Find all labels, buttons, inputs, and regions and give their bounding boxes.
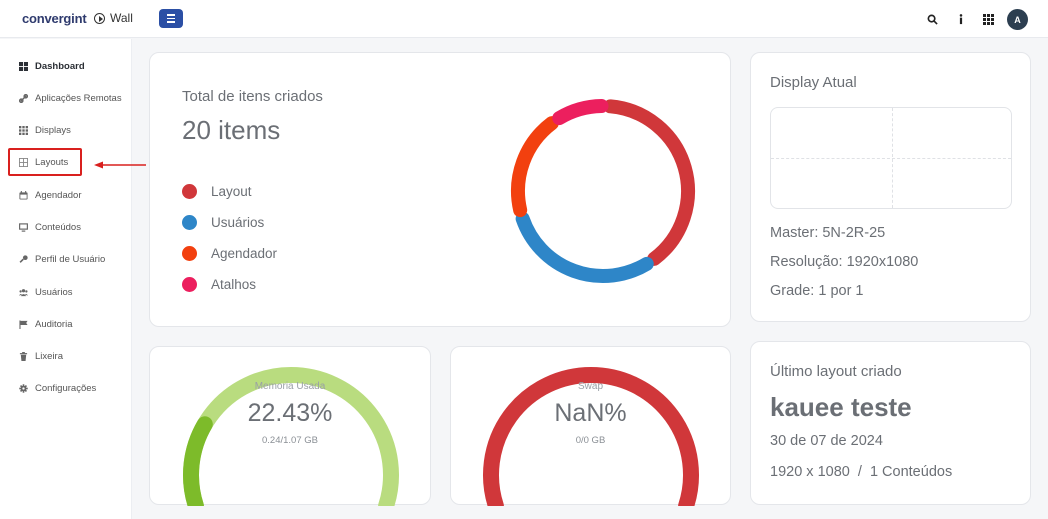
display-resolution: Resolução: 1920x1080	[770, 254, 919, 270]
last-layout-card: Último layout criado kauee teste 30 de 0…	[750, 341, 1031, 505]
donut-slice-layout[interactable]	[603, 99, 695, 266]
sidebar-item-label: Agendador	[35, 189, 82, 201]
sidebar-item-agendador[interactable]: Agendador	[19, 187, 81, 203]
legend-dot	[182, 184, 197, 199]
dashboard-icon	[19, 61, 28, 71]
sidebar-item-dashboard[interactable]: Dashboard	[19, 58, 85, 74]
donut-slice-usurios[interactable]	[515, 211, 654, 283]
legend-label: Atalhos	[211, 277, 257, 292]
sidebar-item-label: Layouts	[35, 156, 69, 168]
brand-text: convergint	[22, 11, 87, 26]
swap-gauge-track	[483, 367, 699, 506]
memory-usage-card: Memoria Usada 22.43% 0.24/1.07 GB	[149, 346, 431, 506]
display-atual-title: Display Atual	[770, 74, 857, 91]
link-icon	[19, 93, 28, 103]
avatar-initial: A	[1014, 14, 1021, 25]
app-name: Wall	[110, 11, 133, 25]
memory-label: Memoria Usada	[254, 381, 326, 392]
app-title: Wall	[94, 11, 133, 25]
last-layout-name: kauee teste	[770, 392, 912, 422]
display-master: Master: 5N-2R-25	[770, 225, 886, 241]
last-layout-date: 30 de 07 de 2024	[770, 433, 883, 449]
brand-logo[interactable]: convergint	[22, 11, 87, 26]
swap-usage-card: Swap NaN% 0/0 GB	[450, 346, 731, 506]
items-donut-chart	[511, 99, 695, 283]
layout-icon	[19, 157, 28, 167]
memory-value: 22.43%	[247, 399, 333, 427]
calendar-icon	[19, 190, 28, 200]
legend-label: Agendador	[211, 246, 278, 261]
gear-icon	[19, 383, 28, 393]
sidebar-item-label: Dashboard	[35, 60, 85, 72]
play-icon	[94, 12, 105, 24]
total-items-card: Total de itens criados 20 items Layout U…	[149, 52, 731, 327]
sidebar-item-label: Usuários	[35, 286, 73, 298]
total-items-value: 20 items	[182, 115, 281, 145]
monitor-icon	[19, 222, 28, 232]
swap-label: Swap	[577, 381, 603, 392]
sidebar-item-aplicacoes-remotas[interactable]: Aplicações Remotas	[19, 90, 122, 106]
donut-slice-atalhos[interactable]	[552, 99, 609, 126]
legend-dot	[182, 246, 197, 261]
legend-item-layout[interactable]: Layout	[182, 184, 252, 199]
legend-item-agendador[interactable]: Agendador	[182, 246, 277, 261]
grid-icon	[19, 125, 28, 135]
sidebar-item-configuracoes[interactable]: Configurações	[19, 380, 96, 396]
display-preview	[770, 107, 1012, 209]
menu-toggle-button[interactable]	[159, 9, 183, 28]
last-layout-details: 1920 x 1080 / 1 Conteúdos	[770, 464, 953, 480]
avatar[interactable]: A	[1007, 9, 1028, 30]
sidebar-item-auditoria[interactable]: Auditoria	[19, 316, 73, 332]
users-icon	[19, 288, 28, 296]
memory-gauge-fill	[183, 416, 213, 506]
legend-label: Layout	[211, 184, 252, 199]
sidebar-item-label: Auditoria	[35, 318, 73, 330]
legend-dot	[182, 215, 197, 230]
memory-gauge	[183, 367, 399, 506]
legend-item-usuarios[interactable]: Usuários	[182, 215, 264, 230]
sidebar-item-layouts[interactable]: Layouts	[19, 154, 68, 170]
sidebar: Dashboard Aplicações Remotas Displays La…	[0, 39, 132, 519]
annotation-highlight-box	[8, 148, 82, 176]
sidebar-item-label: Displays	[35, 124, 71, 136]
sidebar-item-label: Conteúdos	[35, 221, 81, 233]
annotation-arrow	[94, 161, 146, 169]
sidebar-item-usuarios[interactable]: Usuários	[19, 284, 73, 300]
donut-slice-agendador[interactable]	[511, 116, 559, 218]
flag-icon	[19, 319, 28, 329]
search-icon[interactable]	[925, 12, 939, 26]
wrench-icon	[19, 254, 28, 263]
swap-gauge	[483, 367, 699, 506]
sidebar-item-label: Configurações	[35, 382, 97, 394]
swap-sub: 0/0 GB	[575, 435, 606, 446]
top-bar: convergint Wall A	[0, 0, 1048, 38]
display-atual-card: Display Atual Master: 5N-2R-25 Resolução…	[750, 52, 1031, 322]
info-icon[interactable]	[954, 12, 968, 26]
legend-item-atalhos[interactable]: Atalhos	[182, 277, 256, 292]
sidebar-item-lixeira[interactable]: Lixeira	[19, 348, 63, 364]
memory-sub: 0.24/1.07 GB	[262, 435, 318, 446]
last-layout-title: Último layout criado	[770, 363, 902, 380]
legend-dot	[182, 277, 197, 292]
sidebar-item-displays[interactable]: Displays	[19, 122, 71, 138]
sidebar-item-perfil-de-usuario[interactable]: Perfil de Usuário	[19, 251, 105, 267]
apps-grid-icon[interactable]	[981, 12, 995, 26]
trash-icon	[19, 351, 28, 361]
sidebar-item-label: Lixeira	[35, 350, 63, 362]
swap-value: NaN%	[554, 399, 627, 427]
total-items-title: Total de itens criados	[182, 88, 323, 105]
sidebar-item-conteudos[interactable]: Conteúdos	[19, 219, 81, 235]
sidebar-item-label: Perfil de Usuário	[35, 253, 106, 265]
legend-label: Usuários	[211, 215, 265, 230]
sidebar-item-label: Aplicações Remotas	[35, 92, 122, 104]
display-grid: Grade: 1 por 1	[770, 283, 864, 299]
